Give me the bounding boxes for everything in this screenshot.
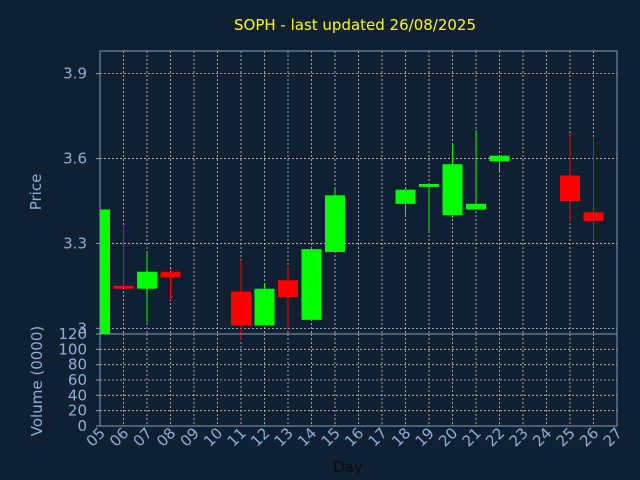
x-tick-label: 23 bbox=[506, 424, 532, 450]
candle bbox=[113, 226, 134, 289]
x-tick-label: 14 bbox=[294, 424, 320, 450]
chart-title: SOPH - last updated 26/08/2025 bbox=[234, 16, 476, 34]
candle bbox=[254, 283, 275, 326]
x-tick-label: 18 bbox=[388, 424, 414, 450]
candle-body bbox=[442, 164, 463, 216]
candle bbox=[419, 184, 439, 233]
x-tick-label: 07 bbox=[130, 424, 156, 450]
x-tick-label: 21 bbox=[459, 424, 485, 450]
price-tick-label: 3.3 bbox=[63, 234, 87, 252]
candle bbox=[137, 251, 157, 323]
x-tick-label: 09 bbox=[177, 424, 203, 450]
candle-body bbox=[325, 195, 345, 252]
volume-tick-label: 0 bbox=[77, 417, 87, 435]
candle bbox=[466, 130, 486, 210]
candle-body bbox=[254, 288, 275, 326]
x-tick-label: 22 bbox=[482, 424, 508, 450]
price-tick-label: 3.6 bbox=[63, 150, 87, 168]
candle-body bbox=[278, 280, 298, 298]
volume-grid bbox=[100, 334, 617, 426]
candle-body bbox=[137, 271, 157, 289]
candle bbox=[442, 144, 463, 218]
candle-body bbox=[100, 209, 110, 334]
candle bbox=[231, 260, 251, 340]
candle-body bbox=[160, 271, 181, 278]
price-grid bbox=[100, 51, 617, 334]
x-tick-label: 16 bbox=[341, 424, 367, 450]
candle-body bbox=[489, 155, 510, 162]
candle bbox=[489, 155, 510, 173]
x-tick-label: 26 bbox=[576, 424, 602, 450]
volume-tick-label: 60 bbox=[68, 371, 87, 389]
candle-body bbox=[583, 212, 604, 221]
volume-tick-label: 80 bbox=[68, 356, 87, 374]
x-tick-label: 27 bbox=[600, 424, 626, 450]
candle-body bbox=[395, 189, 416, 204]
price-tick-label: 3 bbox=[77, 319, 87, 337]
price-y-ticks: 3 3.3 3.6 3.9 bbox=[63, 65, 100, 337]
candle bbox=[301, 249, 322, 320]
candle bbox=[99, 209, 110, 334]
candle-body bbox=[113, 285, 134, 289]
x-tick-label: 06 bbox=[106, 424, 132, 450]
candle-body bbox=[231, 291, 251, 326]
x-tick-label: 12 bbox=[247, 424, 273, 450]
x-tick-label: 19 bbox=[412, 424, 438, 450]
x-ticks: 0506070809101112131415161718192021222324… bbox=[83, 424, 626, 450]
candles bbox=[99, 130, 604, 340]
x-tick-label: 24 bbox=[529, 424, 555, 450]
volume-tick-label: 120 bbox=[58, 325, 87, 343]
volume-tick-label: 100 bbox=[58, 340, 87, 358]
candle bbox=[325, 186, 345, 252]
candle-body bbox=[466, 203, 486, 210]
candle bbox=[583, 138, 604, 241]
price-tick-label: 3.9 bbox=[63, 65, 87, 83]
x-tick-label: 11 bbox=[224, 424, 250, 450]
x-tick-label: 13 bbox=[271, 424, 297, 450]
volume-tick-label: 20 bbox=[68, 402, 87, 420]
candle bbox=[278, 266, 298, 329]
candle bbox=[160, 268, 181, 301]
price-axis-label: Price bbox=[27, 174, 45, 211]
volume-axis-label: Volume (0000) bbox=[28, 326, 46, 436]
candle bbox=[560, 133, 580, 221]
candle bbox=[395, 189, 416, 216]
x-axis-label: Day bbox=[333, 458, 363, 476]
volume-tick-label: 40 bbox=[68, 386, 87, 404]
x-tick-label: 20 bbox=[435, 424, 461, 450]
x-tick-label: 08 bbox=[153, 424, 179, 450]
x-tick-label: 17 bbox=[365, 424, 391, 450]
candle-body bbox=[560, 175, 580, 201]
candle-body bbox=[419, 184, 439, 187]
x-tick-label: 25 bbox=[553, 424, 579, 450]
candle-body bbox=[301, 249, 322, 320]
x-tick-label: 15 bbox=[318, 424, 344, 450]
x-tick-label: 10 bbox=[200, 424, 226, 450]
